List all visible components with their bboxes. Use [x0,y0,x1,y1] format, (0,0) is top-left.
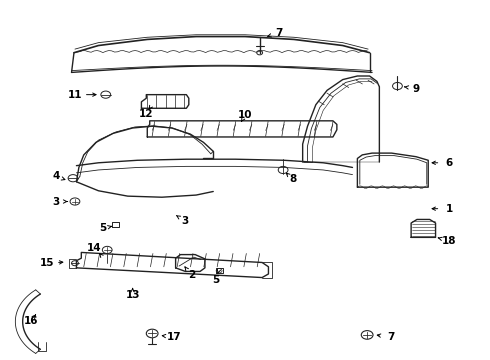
Text: 5: 5 [99,224,107,233]
Text: 4: 4 [52,171,60,181]
Text: 12: 12 [139,109,153,119]
Text: 3: 3 [182,216,189,226]
Text: 18: 18 [442,236,457,246]
Text: 17: 17 [167,332,181,342]
Text: 10: 10 [238,111,252,121]
Text: 1: 1 [445,204,453,214]
Text: 2: 2 [188,270,195,280]
Text: 7: 7 [387,332,394,342]
Text: 9: 9 [413,84,419,94]
Text: 7: 7 [275,28,283,38]
Text: 14: 14 [87,243,102,253]
Text: 15: 15 [40,258,54,268]
Text: 3: 3 [52,197,59,207]
Text: 8: 8 [289,174,296,184]
Text: 13: 13 [125,291,140,301]
Text: 16: 16 [24,316,38,325]
Text: 5: 5 [212,275,220,285]
Text: 11: 11 [68,90,82,100]
Text: 6: 6 [445,158,453,168]
